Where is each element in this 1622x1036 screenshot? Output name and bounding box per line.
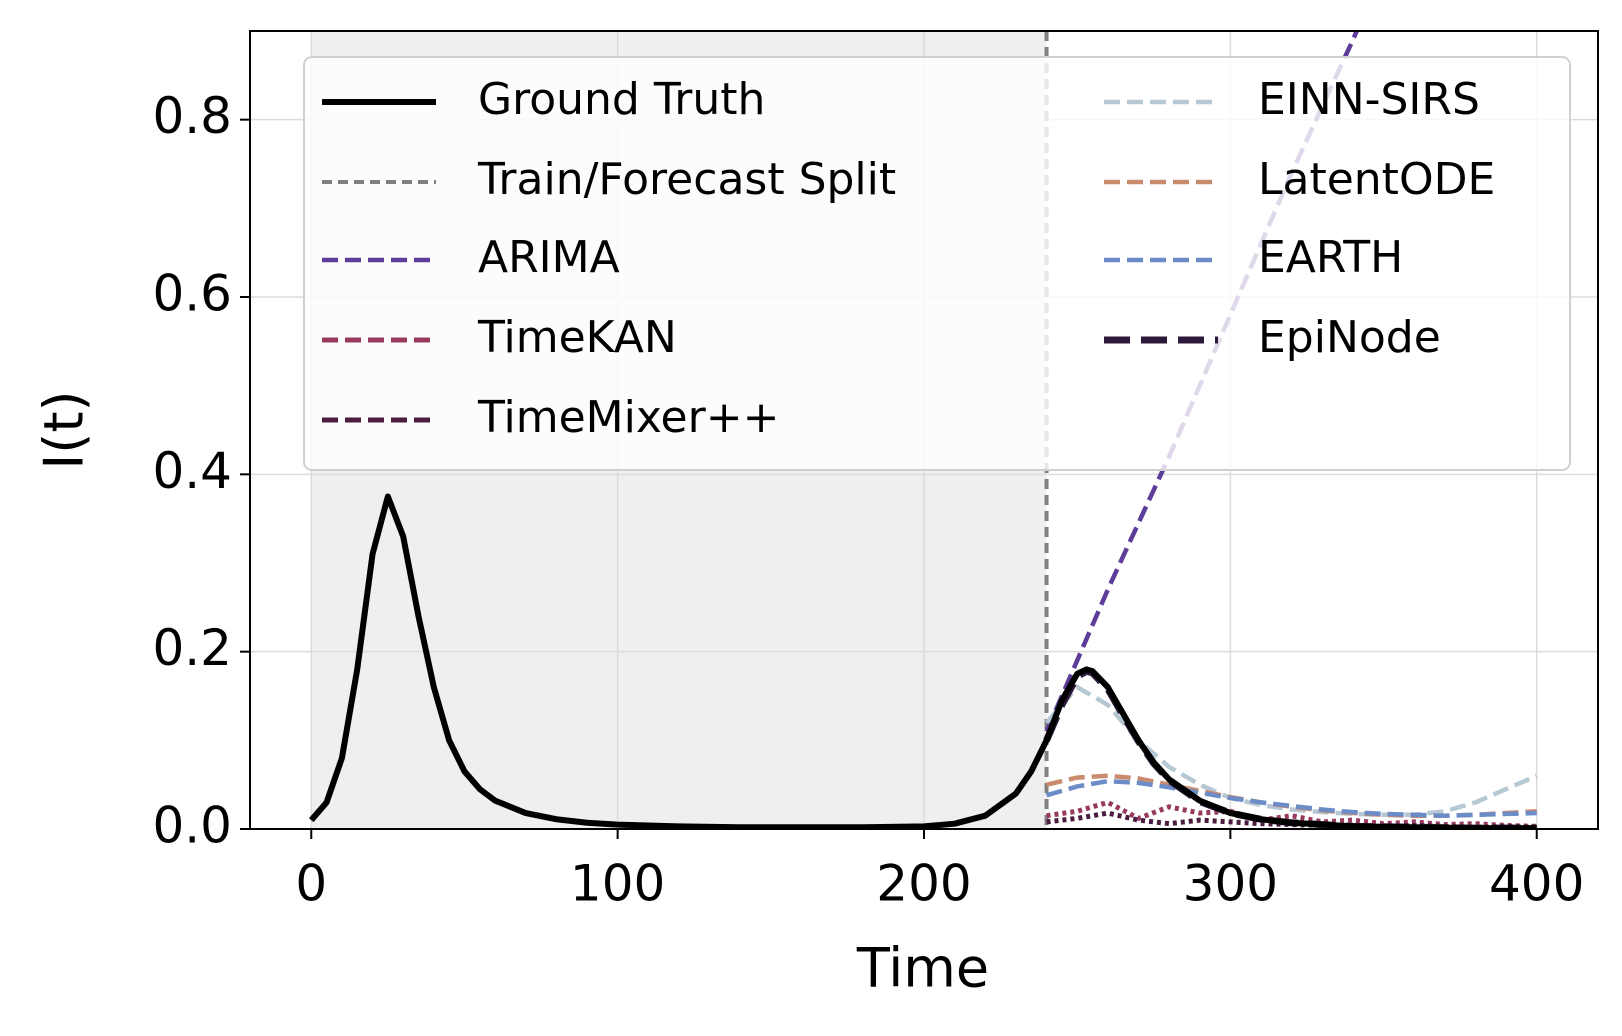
- legend-label: EINN-SIRS: [1258, 74, 1480, 125]
- legend-label: EARTH: [1258, 232, 1403, 283]
- legend-box: [303, 56, 1571, 471]
- legend-label: ARIMA: [478, 232, 620, 283]
- x-tick-label: 200: [876, 855, 971, 913]
- legend-label: TimeKAN: [477, 312, 677, 363]
- legend-label: LatentODE: [1258, 154, 1495, 205]
- y-tick-label: 0.2: [152, 619, 232, 677]
- x-tick-label: 0: [295, 855, 327, 913]
- legend-label: Ground Truth: [478, 74, 765, 125]
- y-tick-label: 0.8: [152, 87, 232, 145]
- y-tick-label: 0.4: [152, 442, 232, 500]
- legend-label: Train/Forecast Split: [477, 154, 896, 205]
- x-tick-label: 100: [570, 855, 665, 913]
- x-tick-label: 300: [1183, 855, 1278, 913]
- legend-label: EpiNode: [1258, 312, 1441, 363]
- series-line: [1044, 684, 1538, 818]
- axes-frame: [249, 30, 1599, 830]
- y-axis-label: I(t): [33, 390, 96, 469]
- y-tick-label: 0.6: [152, 265, 232, 323]
- legend: Ground Truth Train/Forecast Split ARIMA Tim…: [303, 56, 1571, 471]
- x-tick-label: 400: [1489, 855, 1584, 913]
- legend-label: TimeMixer++: [477, 392, 779, 443]
- series-line: [309, 493, 1537, 829]
- y-tick-label: 0.0: [152, 797, 232, 855]
- series-line: [1046, 773, 1537, 818]
- x-axis-label: Time: [856, 937, 989, 1000]
- plot-foreground: 0 100 200 300 400 0.0 0.2 0.4 0.6 0.8 Ground Truth…: [152, 30, 1599, 913]
- series-line: [1045, 778, 1537, 818]
